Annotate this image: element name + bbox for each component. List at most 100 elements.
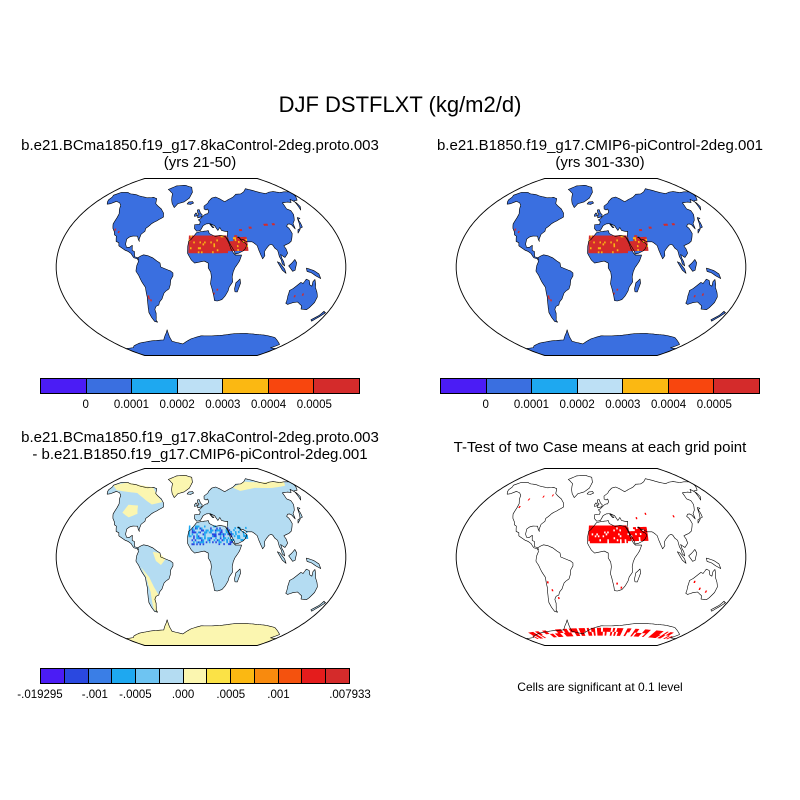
coastline-africa — [587, 230, 642, 302]
dust-source-cells — [588, 235, 649, 254]
land-antarctica — [126, 329, 280, 356]
coastline-antarctica — [125, 619, 280, 646]
panel2-title-line2: (yrs 301-330) — [555, 154, 645, 171]
coastline-africa — [187, 520, 242, 592]
colorbar-swatch — [132, 379, 178, 393]
panel3-title-line1: b.e21.BCma1850.f19_g17.8kaControl-2deg.p… — [21, 429, 379, 446]
land-northAmerica — [507, 192, 564, 260]
colorbar-swatch — [486, 379, 533, 393]
colorbar-swatch — [326, 669, 349, 683]
colorbar-swatch — [668, 379, 715, 393]
land-antarctica — [526, 329, 680, 356]
coastline-antarctica — [525, 329, 680, 356]
colorbar-tick-label: 0.0003 — [205, 399, 241, 411]
coastline-uk — [596, 209, 603, 219]
land-australia — [285, 279, 318, 310]
map-panel-difference — [55, 468, 347, 646]
colorbar-tick-label: .001 — [267, 689, 290, 701]
coastline-newGuinea — [706, 557, 722, 569]
coastline-northAmerica — [506, 192, 564, 261]
coastline-southAmerica — [135, 544, 174, 613]
panel2-title: b.e21.B1850.f19_g17.CMIP6-piControl-2deg… — [400, 137, 800, 171]
land-uk — [597, 209, 603, 218]
coastline-uk — [196, 499, 203, 509]
colorbar-tick-label: 0.0005 — [696, 399, 732, 411]
land-newZealand — [710, 311, 726, 322]
colorbar-tick-label: 0.0001 — [513, 399, 550, 411]
colorbar-swatch — [64, 669, 89, 683]
coastline-ireland — [194, 212, 198, 217]
land-ireland — [194, 502, 198, 507]
colorbar-tick-label: .000 — [171, 689, 195, 701]
coastline-iceland — [186, 201, 194, 205]
dust-source-cells — [188, 235, 249, 254]
colorbar-swatch — [577, 379, 624, 393]
land-uk — [197, 499, 203, 508]
land-newGuinea — [306, 558, 321, 569]
coastline-eurasia — [594, 478, 702, 557]
map-panel-case1 — [55, 178, 347, 356]
coastline-borneo — [288, 259, 297, 272]
coastline-eurasia — [194, 188, 302, 267]
colorbar-tick-label: 0.0002 — [559, 399, 595, 411]
coastline-newZealand — [310, 600, 327, 612]
coastline-southAmerica — [135, 254, 174, 323]
ocean-background — [56, 468, 346, 646]
map-panel-ttest — [455, 468, 747, 646]
colorbar-swatch — [223, 379, 269, 393]
colorbar-swatch — [177, 379, 224, 393]
coastline-newGuinea — [306, 267, 322, 279]
land-madagascar — [234, 568, 241, 582]
colorbar-swatch — [278, 669, 303, 683]
coastline-ireland — [594, 502, 598, 507]
panel4-title: T-Test of two Case means at each grid po… — [453, 439, 747, 456]
land-newGuinea — [306, 268, 321, 279]
coastline-australia — [685, 278, 718, 311]
colorbar-swatch — [268, 379, 315, 393]
positive-anomaly-region — [141, 567, 159, 613]
land-madagascar — [234, 278, 241, 292]
coastline-australia — [285, 278, 318, 311]
colorbar-swatch — [532, 379, 578, 393]
colorbar-swatch — [88, 669, 113, 683]
colorbar-swatch — [623, 379, 669, 393]
coastline-northAmerica — [506, 482, 564, 551]
land-australia — [685, 279, 718, 310]
panel3-title: b.e21.BCma1850.f19_g17.8kaControl-2deg.p… — [0, 429, 400, 463]
colorbar-tick-label: .007933 — [329, 689, 371, 701]
coastline-iceland — [586, 201, 594, 205]
coastline-newZealand — [710, 600, 727, 612]
land-sumatra — [677, 261, 687, 274]
colorbar-swatch — [231, 669, 255, 683]
map-boundary — [455, 468, 747, 646]
coastline-sumatra — [677, 261, 687, 274]
colorbar-swatch — [254, 669, 279, 683]
coastline-japan — [696, 217, 703, 234]
colorbar-swatch — [314, 379, 360, 393]
positive-anomaly-region — [232, 481, 285, 491]
land-newZealand — [310, 311, 326, 322]
land-greenland — [568, 185, 593, 208]
colorbar-tick-label: -.0005 — [119, 689, 152, 701]
coastline-africa — [587, 520, 642, 592]
colorbar-tick-label: 0 — [482, 399, 489, 411]
colorbar-swatch — [41, 379, 87, 393]
coastline-eurasia — [594, 188, 702, 267]
coastline-greenland — [167, 474, 193, 498]
colorbar-case2 — [440, 378, 760, 394]
colorbar-swatch — [207, 669, 232, 683]
ocean-background — [56, 178, 346, 356]
coastline-uk — [596, 499, 603, 509]
ocean-background — [456, 178, 746, 356]
coastline-sumatra — [277, 551, 287, 564]
coastline-africa — [187, 230, 242, 302]
colorbar-difference — [40, 668, 350, 684]
coastline-greenland — [567, 474, 593, 498]
land-madagascar — [634, 278, 641, 292]
map-panel-case2 — [455, 178, 747, 356]
coastline-uk — [196, 209, 203, 219]
colorbar-difference-labels: -.019295 -.001 -.0005 .000 .0005 .001 .007933 — [17, 689, 370, 703]
positive-anomaly-region — [168, 475, 193, 498]
coastline-ireland — [194, 502, 198, 507]
coastline-australia — [285, 568, 318, 601]
